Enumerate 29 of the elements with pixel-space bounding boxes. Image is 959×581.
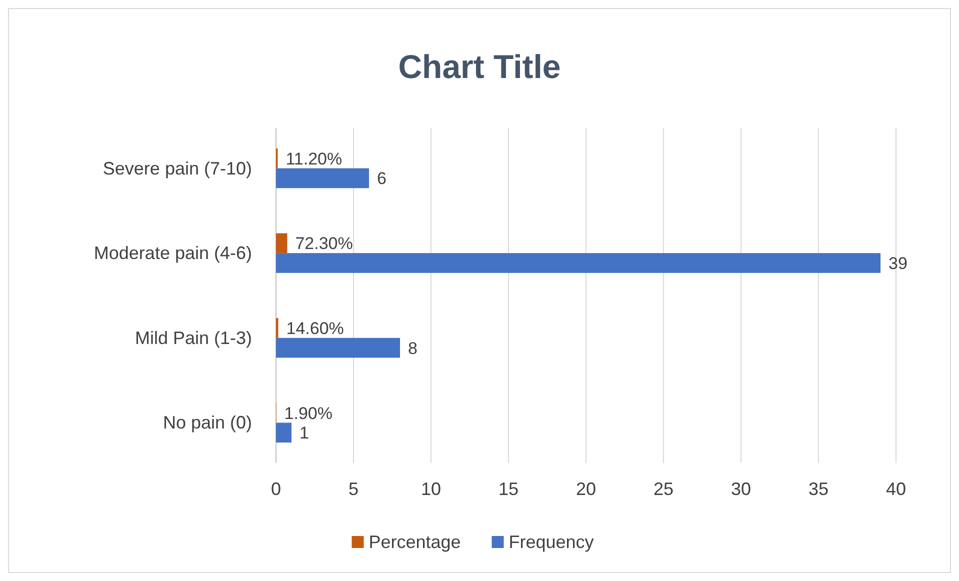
data-label: 72.30%	[295, 234, 353, 254]
data-label: 1	[300, 424, 309, 443]
y-tick-label: Severe pain (7-10)	[102, 158, 252, 178]
x-tick-label: 0	[270, 479, 282, 499]
x-tick-label: 35	[808, 479, 829, 499]
bar	[276, 168, 369, 188]
y-tick-label: Moderate pain (4-6)	[94, 243, 252, 264]
bar	[276, 233, 288, 254]
bar	[276, 422, 292, 443]
x-tick-label: 30	[730, 479, 752, 499]
data-label: 6	[377, 169, 386, 188]
x-tick-label: 25	[653, 479, 674, 499]
x-tick-label: 20	[576, 479, 596, 499]
x-tick-label: 15	[498, 479, 519, 499]
data-label: 39	[888, 254, 908, 274]
y-tick-label: No pain (0)	[162, 412, 252, 433]
x-tick-label: 40	[886, 479, 906, 499]
x-tick-label: 10	[420, 479, 442, 499]
legend-label: Percentage	[368, 532, 461, 552]
data-label: 11.20%	[286, 149, 342, 168]
data-label: 14.60%	[286, 318, 344, 338]
x-tick-label: 5	[348, 479, 359, 499]
bar	[276, 338, 400, 358]
y-tick-label: Mild Pain (1-3)	[134, 328, 252, 348]
chart-title: Chart Title	[398, 48, 561, 85]
data-label: 8	[408, 338, 418, 358]
legend-label: Frequency	[508, 532, 594, 552]
bar	[276, 253, 880, 273]
data-label: 1.90%	[284, 404, 332, 423]
